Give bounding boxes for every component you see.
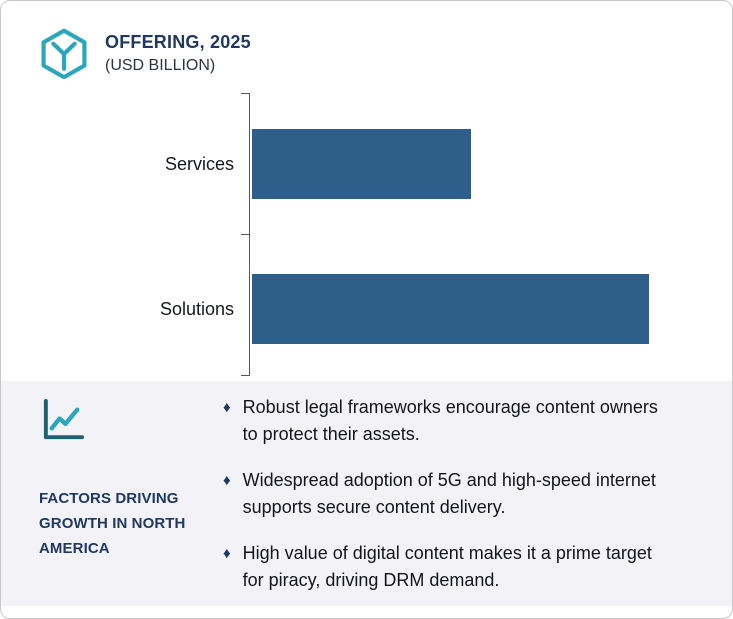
diamond-bullet-icon: ♦ xyxy=(223,472,231,489)
bullet-item: ♦ High value of digital content makes it… xyxy=(223,540,691,594)
axis-tick xyxy=(241,375,250,376)
category-label-services: Services xyxy=(164,153,234,174)
bullet-item: ♦ Robust legal frameworks encourage cont… xyxy=(223,394,691,448)
bullet-text: High value of digital content makes it a… xyxy=(242,543,652,590)
factors-panel: FACTORS DRIVING GROWTH IN NORTH AMERICA … xyxy=(1,381,732,606)
chart-subtitle: (USD BILLION) xyxy=(105,56,216,74)
hexagon-logo-icon xyxy=(39,27,89,79)
bar-chart: Services Solutions xyxy=(160,93,711,376)
header: OFFERING, 2025 (USD BILLION) xyxy=(39,27,251,79)
bar-services xyxy=(252,129,471,199)
trend-chart-icon xyxy=(39,397,86,444)
axis-tick xyxy=(241,93,250,94)
bullet-text: Widespread adoption of 5G and high-speed… xyxy=(242,470,656,517)
bullet-list: ♦ Robust legal frameworks encourage cont… xyxy=(223,394,691,594)
category-label-solutions: Solutions xyxy=(159,298,234,319)
chart-title: OFFERING, 2025 xyxy=(105,31,251,52)
axis-tick xyxy=(241,234,250,235)
bullet-item: ♦ Widespread adoption of 5G and high-spe… xyxy=(223,467,691,521)
diamond-bullet-icon: ♦ xyxy=(223,399,231,416)
bullet-text: Robust legal frameworks encourage conten… xyxy=(242,397,658,444)
header-titles: OFFERING, 2025 (USD BILLION) xyxy=(105,32,251,75)
factors-heading: FACTORS DRIVING GROWTH IN NORTH AMERICA xyxy=(39,490,186,558)
diamond-bullet-icon: ♦ xyxy=(223,545,231,562)
bar-solutions xyxy=(252,274,650,344)
